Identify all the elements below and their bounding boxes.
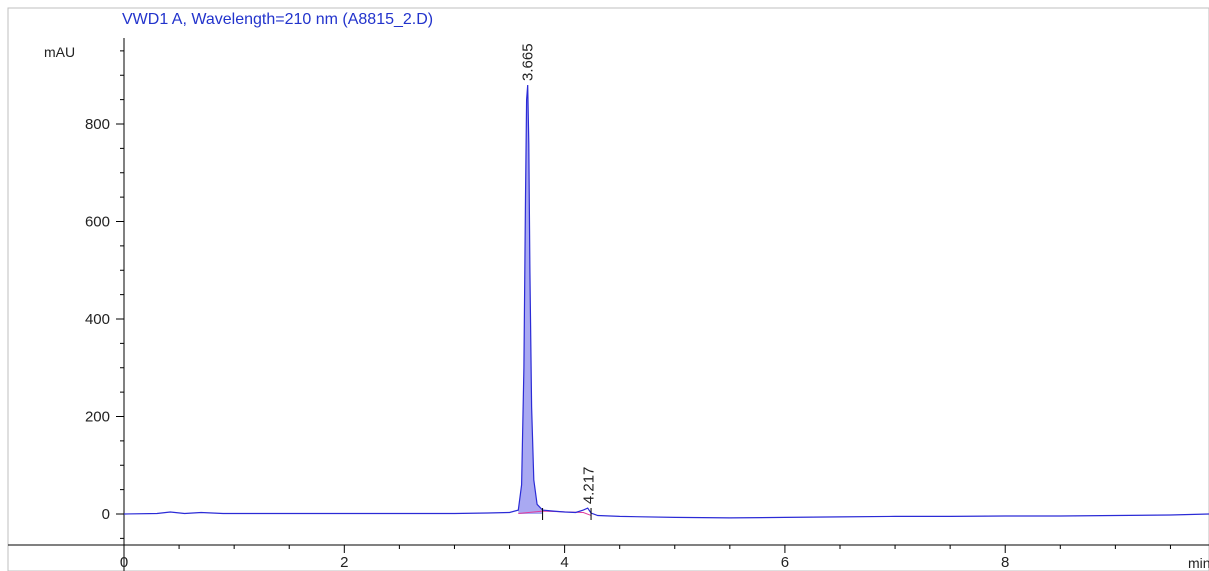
peak-labels: 3.665 4.217	[520, 43, 598, 504]
axes: 0 200 400 600 800 0 2 4 6 8	[8, 38, 1209, 571]
x-axis-unit: min	[1188, 555, 1209, 571]
x-tick-label: 4	[560, 554, 568, 571]
y-tick-label: 0	[102, 506, 110, 523]
chromatogram-trace	[123, 84, 1209, 519]
y-tick-label: 800	[85, 116, 110, 133]
peak-label: 3.665	[520, 43, 537, 81]
plot-frame	[7, 7, 1209, 571]
x-tick-label: 0	[120, 554, 128, 571]
peak-label: 4.217	[581, 467, 598, 505]
x-tick-label: 8	[1001, 554, 1009, 571]
peak-area	[518, 85, 543, 514]
chart-title: VWD1 A, Wavelength=210 nm (A8815_2.D)	[122, 11, 433, 28]
y-tick-label: 200	[85, 409, 110, 426]
x-tick-label: 6	[781, 554, 789, 571]
trace-layer	[123, 84, 1209, 520]
y-axis-unit: mAU	[44, 44, 75, 60]
y-tick-label: 400	[85, 311, 110, 328]
y-tick-label: 600	[85, 214, 110, 231]
x-tick-label: 2	[340, 554, 348, 571]
